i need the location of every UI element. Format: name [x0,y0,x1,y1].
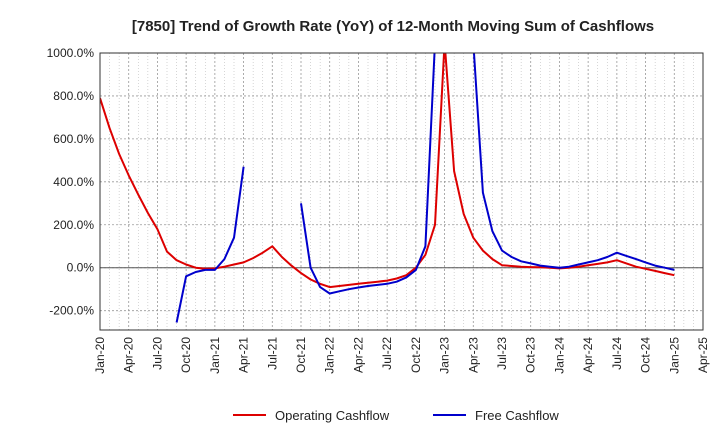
x-tick-label: Jan-22 [323,337,337,374]
y-axis-ticks: 1000.0% 800.0% 600.0% 400.0% 200.0% 0.0% -200.… [47,46,95,318]
legend: Operating Cashflow Free Cashflow [233,408,559,423]
y-tick-label: 600.0% [53,132,94,146]
plot-background [100,53,703,330]
x-tick-label: Apr-21 [237,337,251,373]
x-tick-label: Jul-21 [265,337,279,370]
x-tick-label: Jul-24 [610,337,624,370]
x-tick-label: Jul-23 [495,337,509,370]
series-line-free-cashflow [175,166,245,323]
x-tick-label: Jul-22 [380,337,394,370]
x-tick-label: Oct-23 [524,337,538,373]
x-tick-label: Jan-23 [438,337,452,374]
x-tick-label: Oct-22 [409,337,423,373]
x-tick-label: Apr-22 [351,337,365,373]
x-tick-label: Oct-24 [639,337,653,373]
x-tick-label: Apr-25 [696,337,710,373]
y-tick-label: 800.0% [53,89,94,103]
legend-label-free-cashflow: Free Cashflow [475,408,559,423]
series-layer [100,53,675,323]
legend-label-operating-cashflow: Operating Cashflow [275,408,390,423]
x-tick-label: Oct-20 [179,337,193,373]
y-tick-label: 0.0% [67,261,95,275]
y-tick-label: 400.0% [53,175,94,189]
x-tick-label: Jan-20 [93,337,107,374]
x-tick-label: Apr-24 [581,337,595,373]
x-tick-label: Apr-20 [122,337,136,373]
x-axis-ticks: Jan-20 Apr-20 Jul-20 Oct-20 Jan-21 Apr-21 Jul-… [93,337,710,374]
series-line-operating-cashflow [100,53,675,289]
x-tick-label: Jan-21 [208,337,222,374]
x-tick-label: Jul-20 [150,337,164,370]
y-tick-label: -200.0% [49,304,94,318]
x-tick-label: Apr-23 [466,337,480,373]
y-tick-label: 1000.0% [47,46,95,60]
series-line-free-cashflow [300,53,675,295]
y-tick-label: 200.0% [53,218,94,232]
plot-frame [99,52,704,331]
x-tick-label: Jan-24 [552,337,566,374]
chart-title: [7850] Trend of Growth Rate (YoY) of 12-… [132,18,654,35]
x-tick-label: Jan-25 [667,337,681,374]
x-tick-label: Oct-21 [294,337,308,373]
